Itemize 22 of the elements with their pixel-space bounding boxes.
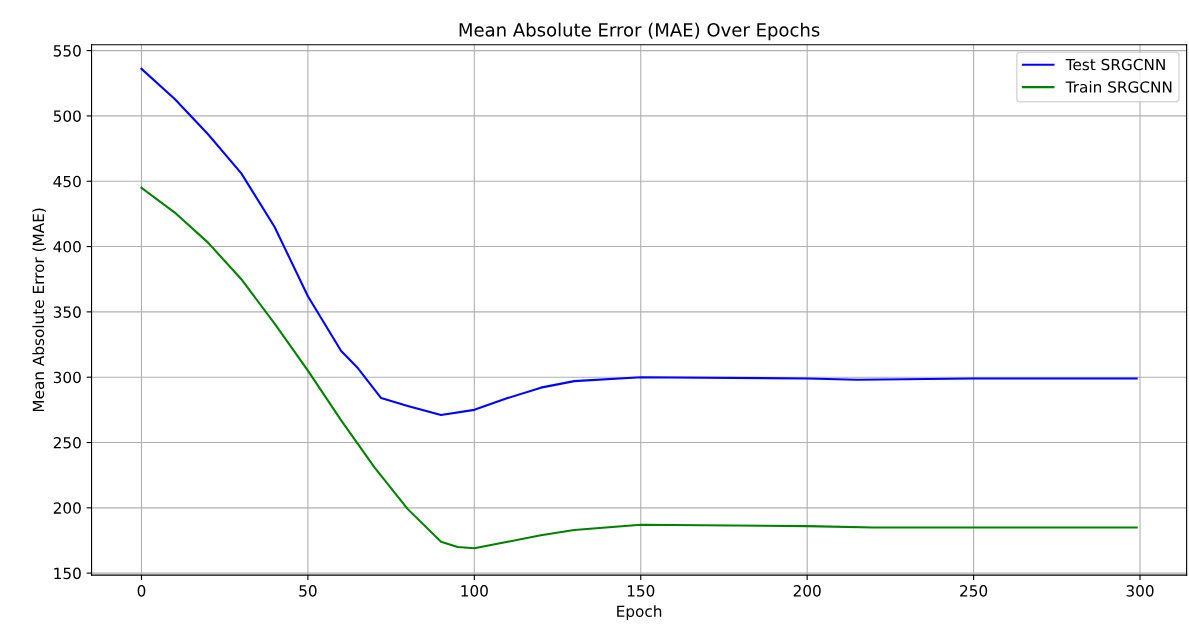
legend-label: Test SRGCNN (1065, 58, 1165, 71)
x-tick-label: 200 (793, 585, 821, 597)
y-tick-label: 350 (53, 306, 81, 318)
x-tick-label: 50 (299, 585, 317, 597)
y-tick-label: 150 (54, 567, 81, 580)
y-tick-label: 550 (53, 45, 81, 57)
y-tick-label: 450 (53, 175, 81, 188)
y-tick-label: 250 (53, 436, 81, 449)
x-tick-label: 300 (1126, 585, 1154, 597)
chart-title: Mean Absolute Error (MAE) Over Epochs (459, 22, 820, 41)
y-tick-label: 200 (53, 502, 81, 514)
y-tick-label: 500 (53, 110, 81, 122)
y-tick-label: 300 (53, 371, 81, 384)
x-axis-title: Epoch (617, 605, 662, 620)
legend-label: Train SRGCNN (1065, 80, 1172, 93)
y-tick-label: 400 (53, 241, 81, 253)
x-tick-label: 100 (461, 585, 488, 597)
x-tick-label: 250 (960, 585, 988, 597)
x-tick-label: 0 (137, 585, 146, 597)
line-series (140, 186, 1138, 550)
x-tick-label: 150 (627, 585, 655, 597)
y-axis-title: Mean Absolute Error (MAE) (32, 208, 46, 412)
